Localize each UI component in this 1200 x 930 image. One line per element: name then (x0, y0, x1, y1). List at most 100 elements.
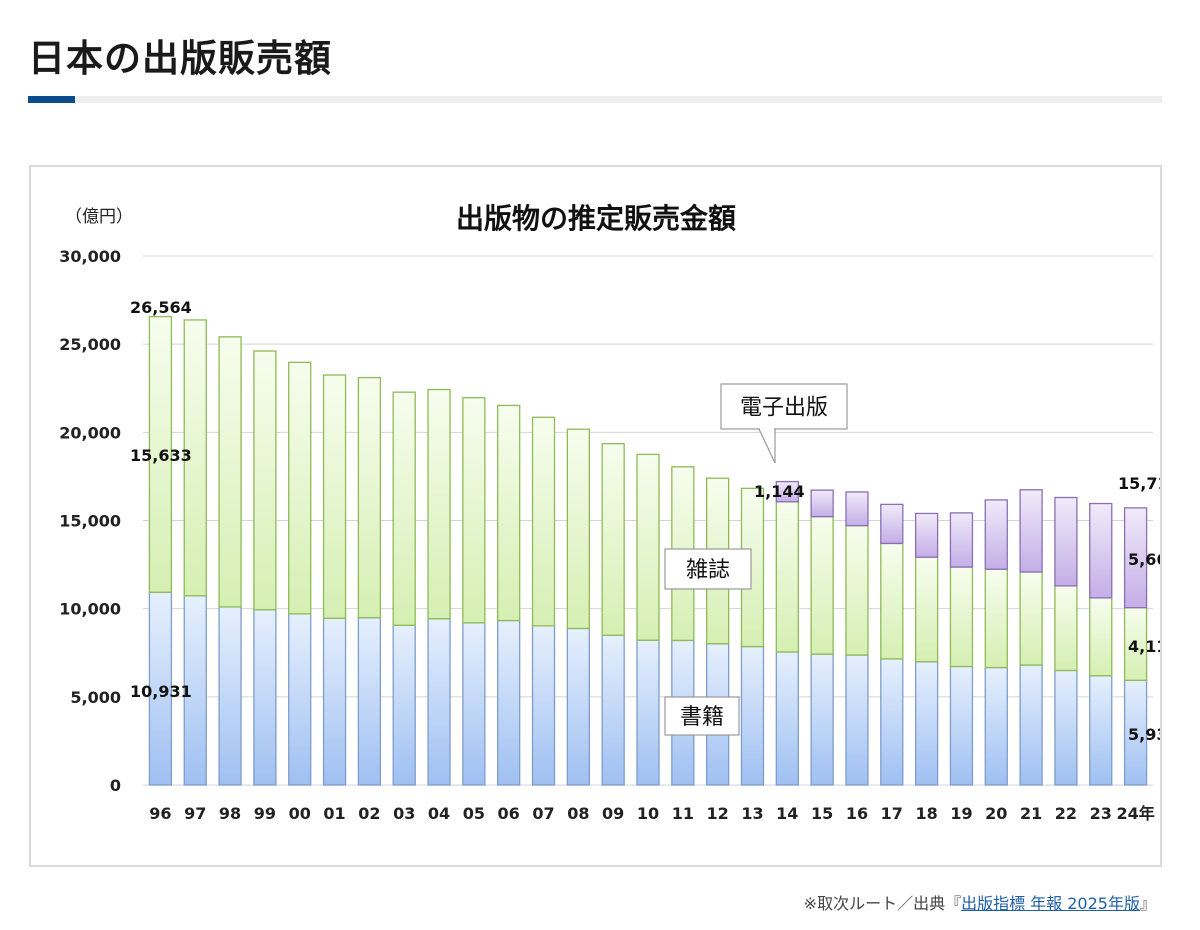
bar-books (1089, 675, 1113, 786)
x-tick-label: 03 (393, 804, 415, 823)
data-label-ebooks-24: 5,660 (1128, 550, 1160, 569)
y-axis-ticks: 0 5,000 10,000 15,000 20,000 25,000 30,000 (59, 247, 121, 795)
bar-books (218, 606, 242, 786)
chart-frame: （億円） 出版物の推定販売金額 0 5,000 10,000 15,000 20,000… (29, 165, 1162, 867)
y-tick-label: 20,000 (59, 423, 121, 442)
y-tick-label: 30,000 (59, 247, 121, 266)
data-label-total-24: 15,716 (1118, 474, 1160, 493)
callout-ebooks-text: 電子出版 (740, 396, 828, 421)
bar-books (1054, 669, 1078, 786)
bar-ebooks (1123, 507, 1148, 609)
chart-title: 出版物の推定販売金額 (456, 202, 736, 235)
bar-magazines (148, 315, 173, 593)
source-prefix: ※取次ルート／出典『 (803, 894, 962, 913)
x-tick-label: 08 (567, 804, 589, 823)
bar-magazines (322, 374, 347, 619)
source-note: ※取次ルート／出典『出版指標 年報 2025年版』 (804, 890, 1156, 914)
bar-books (880, 658, 904, 786)
callout-magazines-box (664, 548, 752, 590)
x-tick-label: 21 (1020, 804, 1042, 823)
x-tick-label: 98 (219, 804, 241, 823)
x-tick-label: 04 (428, 804, 450, 823)
bar-magazines (636, 453, 660, 641)
x-tick-label: 00 (289, 804, 311, 823)
bar-magazines (601, 443, 625, 636)
bar-magazines (183, 319, 207, 597)
x-tick-label: 09 (602, 804, 624, 823)
x-tick-label: 12 (707, 804, 729, 823)
bar-books (392, 624, 416, 786)
bar-books (531, 625, 556, 786)
bar-magazines (427, 388, 451, 620)
bar-books (462, 622, 486, 786)
callout-books-box (664, 696, 740, 736)
x-tick-label: 10 (637, 804, 659, 823)
data-label-total-96: 26,564 (130, 298, 192, 317)
bar-books (775, 651, 799, 786)
title-rule-accent (28, 96, 75, 103)
bar-magazines (1089, 597, 1113, 677)
bar-books (845, 654, 869, 786)
x-tick-label: 11 (672, 804, 694, 823)
bar-magazines (566, 428, 590, 630)
x-tick-label: 02 (358, 804, 380, 823)
data-label-magazines-96: 15,633 (130, 446, 192, 465)
bar-magazines (845, 524, 869, 656)
bar-books (984, 666, 1008, 786)
bar-books (566, 627, 590, 786)
data-label-books-24: 5,937 (1128, 725, 1160, 744)
x-tick-label: 06 (498, 804, 520, 823)
bar-ebooks (775, 480, 799, 503)
bar-books (914, 661, 939, 786)
bar-ebooks (880, 503, 904, 545)
data-label-magazines-24: 4,119 (1128, 637, 1160, 656)
x-tick-label: 96 (149, 804, 171, 823)
x-tick-label: 01 (323, 804, 345, 823)
bars (148, 315, 1148, 786)
bar-ebooks (914, 512, 939, 558)
x-tick-label: 05 (463, 804, 485, 823)
bar-magazines (357, 376, 382, 619)
bar-magazines (497, 404, 521, 622)
bar-ebooks (984, 499, 1008, 570)
x-tick-label: 24年 (1116, 804, 1154, 823)
bar-ebooks (1089, 502, 1113, 599)
y-tick-label: 5,000 (70, 688, 121, 707)
x-tick-label: 97 (184, 804, 206, 823)
bar-books (740, 645, 765, 786)
source-suffix: 』 (1139, 894, 1156, 913)
bar-magazines (914, 556, 939, 663)
data-label-books-96: 10,931 (130, 682, 192, 701)
y-tick-label: 15,000 (59, 512, 121, 531)
x-tick-label: 14 (776, 804, 798, 823)
x-tick-label: 99 (254, 804, 276, 823)
bar-books (357, 617, 382, 786)
page-title: 日本の出版販売額 (28, 37, 332, 80)
x-tick-label: 18 (915, 804, 937, 823)
source-link[interactable]: 出版指標 年報 2025年版 (961, 894, 1140, 913)
x-tick-label: 07 (532, 804, 554, 823)
bar-magazines (1054, 585, 1078, 672)
bar-books (497, 619, 521, 786)
bar-books (949, 665, 974, 786)
x-axis-ticks: 96 97 98 99 00 01 02 03 04 05 06 07 08 09 10 11 12 13 14 15… (149, 804, 1154, 823)
x-tick-label: 13 (741, 804, 763, 823)
bar-magazines (462, 397, 486, 624)
x-tick-label: 15 (811, 804, 833, 823)
title-rule (28, 96, 1162, 103)
x-tick-label: 22 (1055, 804, 1077, 823)
bar-ebooks (1019, 489, 1043, 573)
bar-books (1019, 664, 1043, 786)
bar-books (288, 613, 312, 786)
bar-magazines (880, 542, 904, 660)
bar-books (810, 653, 834, 786)
callout-magazines-text: 雑誌 (686, 558, 730, 583)
y-tick-label: 10,000 (59, 600, 121, 619)
bar-magazines (288, 361, 312, 615)
bar-magazines (531, 416, 556, 627)
bar-books (636, 639, 660, 786)
bar-magazines (392, 391, 416, 626)
bar-books (427, 618, 451, 786)
x-tick-label: 19 (950, 804, 972, 823)
